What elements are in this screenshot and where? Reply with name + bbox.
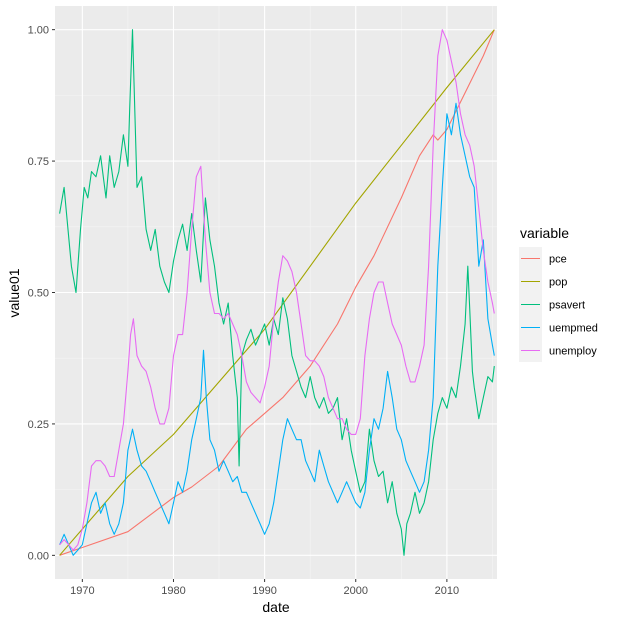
legend-label-unemploy: unemploy xyxy=(549,346,597,358)
y-axis-title: value01 xyxy=(6,268,22,317)
series-line-pop xyxy=(59,29,495,556)
x-tick-label: 1990 xyxy=(252,585,276,597)
x-tick-label: 1980 xyxy=(161,585,185,597)
legend-title: variable xyxy=(520,225,569,241)
x-tick-label: 2010 xyxy=(435,585,459,597)
gridlines xyxy=(55,6,497,579)
x-tick-label: 2000 xyxy=(344,585,368,597)
legend-label-uempmed: uempmed xyxy=(549,323,598,335)
legend-label-pop: pop xyxy=(549,277,567,289)
y-tick-label: 0.50 xyxy=(28,288,49,300)
x-axis-title: date xyxy=(262,599,289,615)
legend-label-psavert: psavert xyxy=(549,300,585,312)
x-tick-label: 1970 xyxy=(70,585,94,597)
y-axis: 0.00 0.25 0.50 0.75 1.00 xyxy=(28,25,55,562)
series-lines xyxy=(59,29,495,556)
series-line-pce xyxy=(59,29,495,556)
series-line-uempmed xyxy=(59,102,495,556)
series-line-unemploy xyxy=(59,29,495,551)
series-line-psavert xyxy=(59,29,495,556)
y-tick-label: 0.00 xyxy=(28,550,49,562)
y-tick-label: 0.25 xyxy=(28,419,49,431)
y-tick-label: 1.00 xyxy=(28,25,49,37)
legend: variable pce pop psavert uempmed unemploy xyxy=(519,225,598,362)
x-axis: 1970 1980 1990 2000 2010 xyxy=(70,579,459,597)
legend-label-pce: pce xyxy=(549,254,567,266)
y-tick-label: 0.75 xyxy=(28,156,49,168)
